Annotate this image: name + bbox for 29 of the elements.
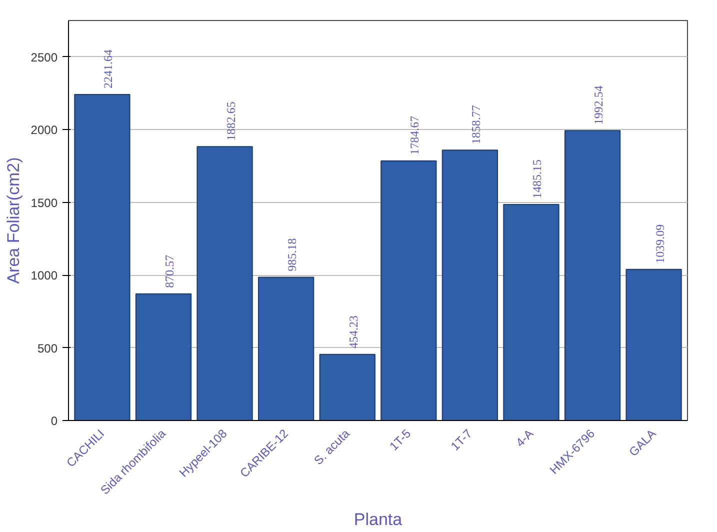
data-label: 2241.64 [101,49,116,88]
data-label: 1992.54 [592,86,606,125]
y-tick-label: 1500 [30,196,58,210]
y-tick-label: 2000 [30,123,58,138]
bar [503,204,560,420]
bar [74,94,130,420]
data-label: 985.18 [285,238,300,272]
data-label: 454.23 [346,315,360,348]
data-label: 1784.67 [408,116,422,155]
bar [319,354,376,420]
data-label: 870.57 [162,254,176,288]
data-label: 1485.15 [530,159,544,198]
x-tick-label: 4-A [513,426,536,450]
y-tick-label: 1000 [30,268,58,283]
y-tick-label: 500 [37,341,58,356]
bar [135,293,192,420]
y-tick-label: 2500 [30,50,58,64]
y-tick-label: 0 [50,414,58,428]
bar [196,146,253,420]
y-axis-title: Area Foliar(cm2) [4,157,23,284]
bar [380,160,437,420]
x-axis-title: Planta [354,510,403,530]
bar [258,276,314,420]
bar [442,150,498,420]
data-label: 1858.77 [468,105,483,144]
bar [626,268,682,420]
bar [564,130,621,420]
data-label: 1882.65 [224,102,238,141]
data-label: 1039.09 [652,224,667,264]
